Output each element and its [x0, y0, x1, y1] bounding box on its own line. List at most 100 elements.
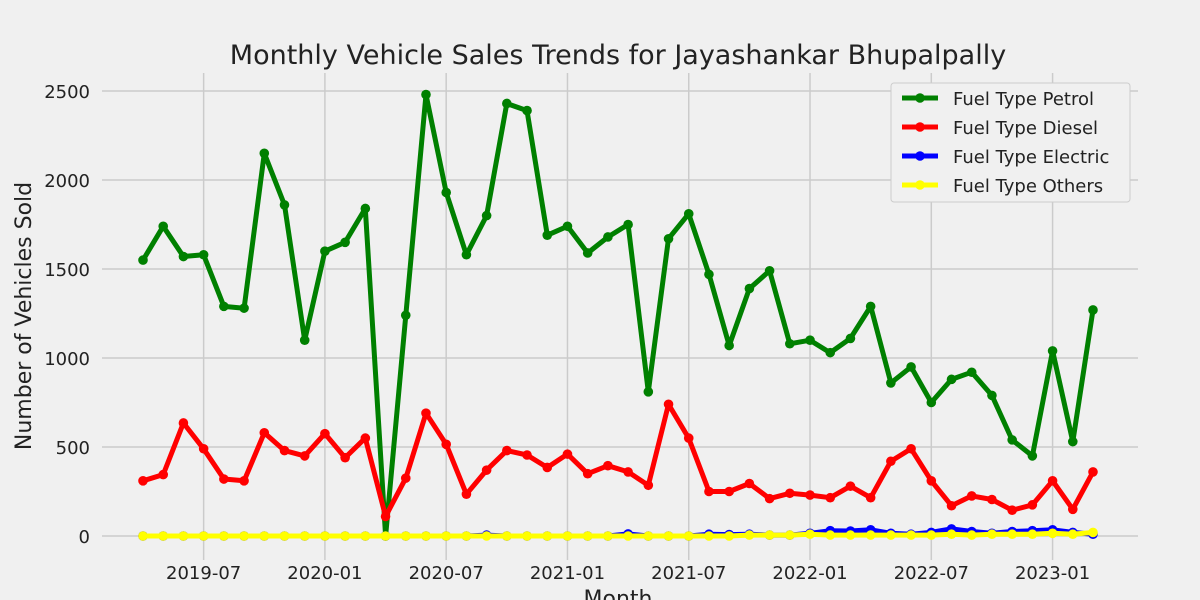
data-point: [845, 333, 856, 344]
data-point: [704, 269, 714, 280]
data-point: [764, 265, 775, 276]
data-point: [198, 249, 209, 260]
data-point: [683, 209, 694, 219]
data-point: [239, 531, 249, 541]
series-fuel-type-diesel: [138, 399, 1098, 522]
data-point: [481, 465, 492, 475]
data-point: [865, 492, 876, 503]
data-point: [603, 460, 613, 471]
data-point: [279, 445, 290, 456]
data-point: [946, 374, 957, 385]
legend-items: Fuel Type Petrol Fuel Type Diesel Fuel Typ…: [902, 89, 1109, 197]
x-tick-label: 2019-07: [166, 563, 241, 584]
data-point: [1088, 305, 1098, 315]
data-point: [643, 387, 654, 397]
y-tick-label: 2000: [44, 171, 90, 192]
data-point: [865, 301, 876, 312]
data-point: [320, 531, 330, 541]
x-tick-labels: 2019-07 2020-01 2020-07 2021-01 2021-07 2022-…: [166, 563, 1090, 584]
y-tick-labels: 0 500 1000 1500 2000 2500: [44, 82, 90, 548]
data-point: [724, 486, 734, 497]
legend-label: Fuel Type Others: [953, 176, 1103, 197]
data-point: [663, 399, 674, 410]
data-point: [380, 531, 391, 541]
data-point: [926, 530, 937, 540]
data-point: [724, 340, 734, 351]
data-point: [987, 494, 997, 505]
data-point: [1007, 529, 1017, 540]
data-point: [886, 456, 896, 467]
data-point: [1027, 529, 1038, 540]
legend-item: Fuel Type Petrol: [902, 89, 1094, 110]
data-point: [1088, 527, 1098, 538]
data-point: [198, 443, 209, 454]
data-point: [785, 530, 795, 540]
data-point: [1047, 528, 1058, 539]
data-point: [946, 500, 957, 511]
legend-item: Fuel Type Electric: [902, 147, 1109, 168]
data-point: [643, 480, 654, 491]
data-point: [623, 219, 633, 230]
data-point: [421, 408, 431, 418]
data-point: [926, 476, 937, 486]
legend-item: Fuel Type Diesel: [902, 118, 1098, 139]
data-point: [966, 491, 977, 501]
data-point: [158, 221, 169, 232]
data-point: [542, 462, 553, 473]
data-point: [966, 530, 977, 540]
legend-box: [890, 82, 1131, 203]
data-point: [764, 530, 775, 540]
x-tick-label: 2020-01: [287, 563, 362, 584]
data-point: [1088, 467, 1098, 477]
data-point: [1027, 451, 1038, 461]
data-point: [744, 530, 755, 540]
data-point: [562, 449, 573, 459]
data-point: [805, 490, 815, 500]
data-point: [421, 531, 431, 541]
x-tick-label: 2023-01: [1015, 563, 1090, 584]
data-point: [886, 378, 896, 388]
data-point: [724, 531, 734, 541]
data-point: [219, 301, 229, 312]
data-point: [906, 530, 916, 540]
data-point: [502, 445, 512, 456]
data-point: [764, 493, 775, 504]
data-point: [825, 530, 836, 540]
series-fuel-type-others: [138, 527, 1098, 541]
legend-swatch-marker: [915, 93, 925, 103]
data-point: [744, 283, 755, 294]
x-tick-label: 2022-01: [772, 563, 847, 584]
data-point: [239, 476, 249, 486]
data-point: [502, 98, 512, 109]
y-tick-label: 0: [79, 527, 90, 548]
series-fuel-type-petrol: [138, 89, 1098, 541]
data-point: [178, 531, 189, 541]
data-point: [643, 531, 654, 541]
data-point: [542, 531, 553, 541]
data-point: [158, 469, 169, 480]
y-tick-label: 2500: [44, 82, 90, 103]
data-point: [1007, 435, 1017, 445]
data-point: [421, 89, 431, 100]
data-point: [1067, 504, 1078, 515]
y-tick-label: 1500: [44, 260, 90, 281]
series-line: [140, 92, 1096, 539]
data-point: [704, 486, 714, 497]
data-point: [582, 531, 593, 541]
data-point: [522, 450, 532, 460]
data-point: [259, 531, 270, 541]
data-point: [845, 530, 856, 540]
data-point: [340, 452, 350, 463]
data-point: [825, 347, 836, 358]
x-tick-label: 2020-07: [409, 563, 484, 584]
data-point: [441, 531, 451, 541]
data-point: [502, 531, 512, 541]
chart-title: Monthly Vehicle Sales Trends for Jayasha…: [230, 40, 1006, 71]
data-point: [219, 474, 229, 484]
data-point: [299, 335, 310, 346]
y-tick-label: 500: [56, 438, 90, 459]
x-tick-label: 2021-07: [651, 563, 726, 584]
data-point: [825, 492, 836, 503]
data-point: [320, 428, 330, 439]
